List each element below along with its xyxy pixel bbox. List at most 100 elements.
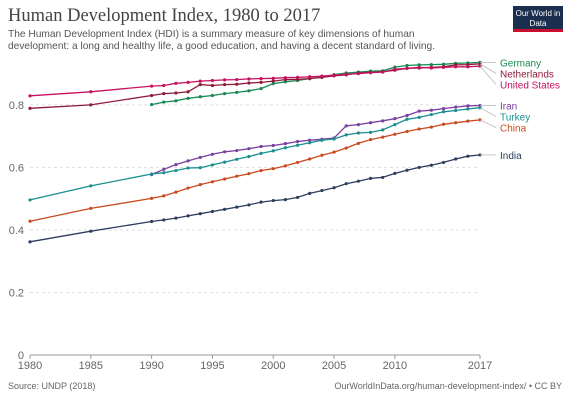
data-point-turkey	[271, 149, 275, 153]
data-point-india	[89, 229, 93, 233]
legend-connector-china	[479, 119, 497, 128]
data-point-united-states	[393, 67, 397, 71]
data-point-iran	[235, 148, 239, 153]
data-point-china	[295, 160, 300, 165]
data-point-turkey	[186, 166, 190, 170]
data-point-germany	[210, 93, 215, 98]
data-point-united-states	[259, 77, 263, 81]
data-point-germany	[283, 80, 288, 84]
data-point-china	[247, 172, 251, 176]
y-tick-label: 0.8	[9, 100, 24, 112]
data-point-turkey	[405, 117, 409, 121]
data-point-netherlands	[89, 103, 93, 107]
chart-subtitle: The Human Development Index (HDI) is a s…	[8, 29, 436, 52]
data-point-united-states	[235, 77, 239, 82]
x-tick-label: 1990	[139, 360, 163, 372]
data-point-turkey	[429, 112, 433, 117]
data-point-china	[320, 153, 324, 157]
data-point-iran	[441, 107, 446, 111]
data-point-netherlands	[186, 90, 190, 94]
legend-connector-turkey	[479, 107, 497, 117]
data-point-united-states	[174, 81, 178, 85]
data-point-iran	[186, 159, 190, 163]
data-point-iran	[417, 109, 421, 113]
data-point-turkey	[89, 184, 93, 188]
data-point-china	[162, 194, 166, 198]
data-point-turkey	[295, 143, 300, 147]
data-point-turkey	[308, 141, 312, 145]
y-tick-label: 0.6	[9, 162, 24, 174]
data-point-china	[28, 219, 32, 223]
data-point-india	[368, 176, 373, 180]
data-point-india	[162, 218, 166, 222]
data-point-germany	[247, 89, 251, 93]
data-point-india	[222, 207, 227, 211]
data-point-china	[174, 190, 178, 194]
data-point-china	[283, 164, 288, 168]
data-point-india	[28, 240, 32, 244]
footer-link[interactable]: OurWorldInData.org/human-development-ind…	[334, 381, 562, 391]
data-point-united-states	[368, 71, 373, 75]
data-point-iran	[393, 117, 397, 121]
data-point-netherlands	[150, 93, 154, 98]
data-point-united-states	[222, 78, 227, 82]
data-point-united-states	[162, 83, 166, 88]
data-point-germany	[235, 90, 239, 94]
data-point-germany	[222, 92, 227, 96]
data-point-germany	[429, 62, 433, 67]
data-point-india	[320, 188, 324, 193]
series-line-india	[29, 154, 481, 243]
data-point-turkey	[417, 115, 421, 119]
data-point-netherlands	[271, 79, 275, 83]
data-point-china	[332, 150, 336, 154]
series-line-united-states	[29, 65, 481, 97]
data-point-india	[381, 175, 385, 180]
data-point-iran	[259, 144, 263, 149]
data-point-iran	[198, 155, 202, 160]
x-tick-label: 2010	[383, 360, 407, 372]
data-point-united-states	[429, 66, 433, 70]
data-point-china	[405, 129, 409, 134]
data-point-india	[393, 171, 397, 175]
data-point-china	[210, 180, 215, 184]
data-point-china	[150, 196, 154, 200]
data-point-united-states	[186, 80, 190, 84]
data-point-netherlands	[198, 82, 202, 87]
data-point-china	[356, 141, 360, 145]
data-point-china	[186, 186, 190, 190]
data-point-germany	[393, 65, 397, 69]
x-tick-label: 1985	[79, 360, 103, 372]
data-point-china	[466, 119, 470, 123]
source-note: Source: UNDP (2018)	[8, 381, 96, 391]
data-point-india	[198, 212, 202, 216]
data-point-iran	[454, 105, 458, 109]
data-point-united-states	[308, 75, 312, 79]
data-point-india	[308, 191, 312, 195]
data-point-iran	[356, 122, 360, 127]
data-point-iran	[283, 142, 288, 146]
y-tick-label: 0.4	[9, 225, 24, 237]
data-point-iran	[344, 124, 348, 128]
data-point-united-states	[320, 74, 324, 78]
data-point-iran	[210, 152, 215, 156]
data-point-united-states	[210, 78, 215, 83]
x-tick-label: 1995	[200, 360, 224, 372]
data-point-united-states	[28, 94, 32, 98]
data-point-china	[441, 122, 446, 126]
data-point-united-states	[150, 84, 154, 88]
owid-logo[interactable]: Our World in Data	[513, 6, 563, 32]
data-point-india	[441, 160, 446, 165]
data-point-india	[332, 186, 336, 190]
data-point-united-states	[441, 65, 446, 69]
data-point-turkey	[356, 131, 360, 135]
data-point-china	[89, 206, 93, 210]
legend-label-united-states: United States	[500, 80, 560, 91]
data-point-turkey	[174, 168, 178, 173]
data-point-china	[308, 157, 312, 161]
data-point-united-states	[454, 65, 458, 69]
legend-label-india: India	[500, 151, 522, 162]
data-point-turkey	[150, 172, 154, 176]
data-point-india	[405, 168, 409, 172]
data-point-china	[429, 125, 433, 129]
series-line-netherlands	[29, 63, 481, 109]
